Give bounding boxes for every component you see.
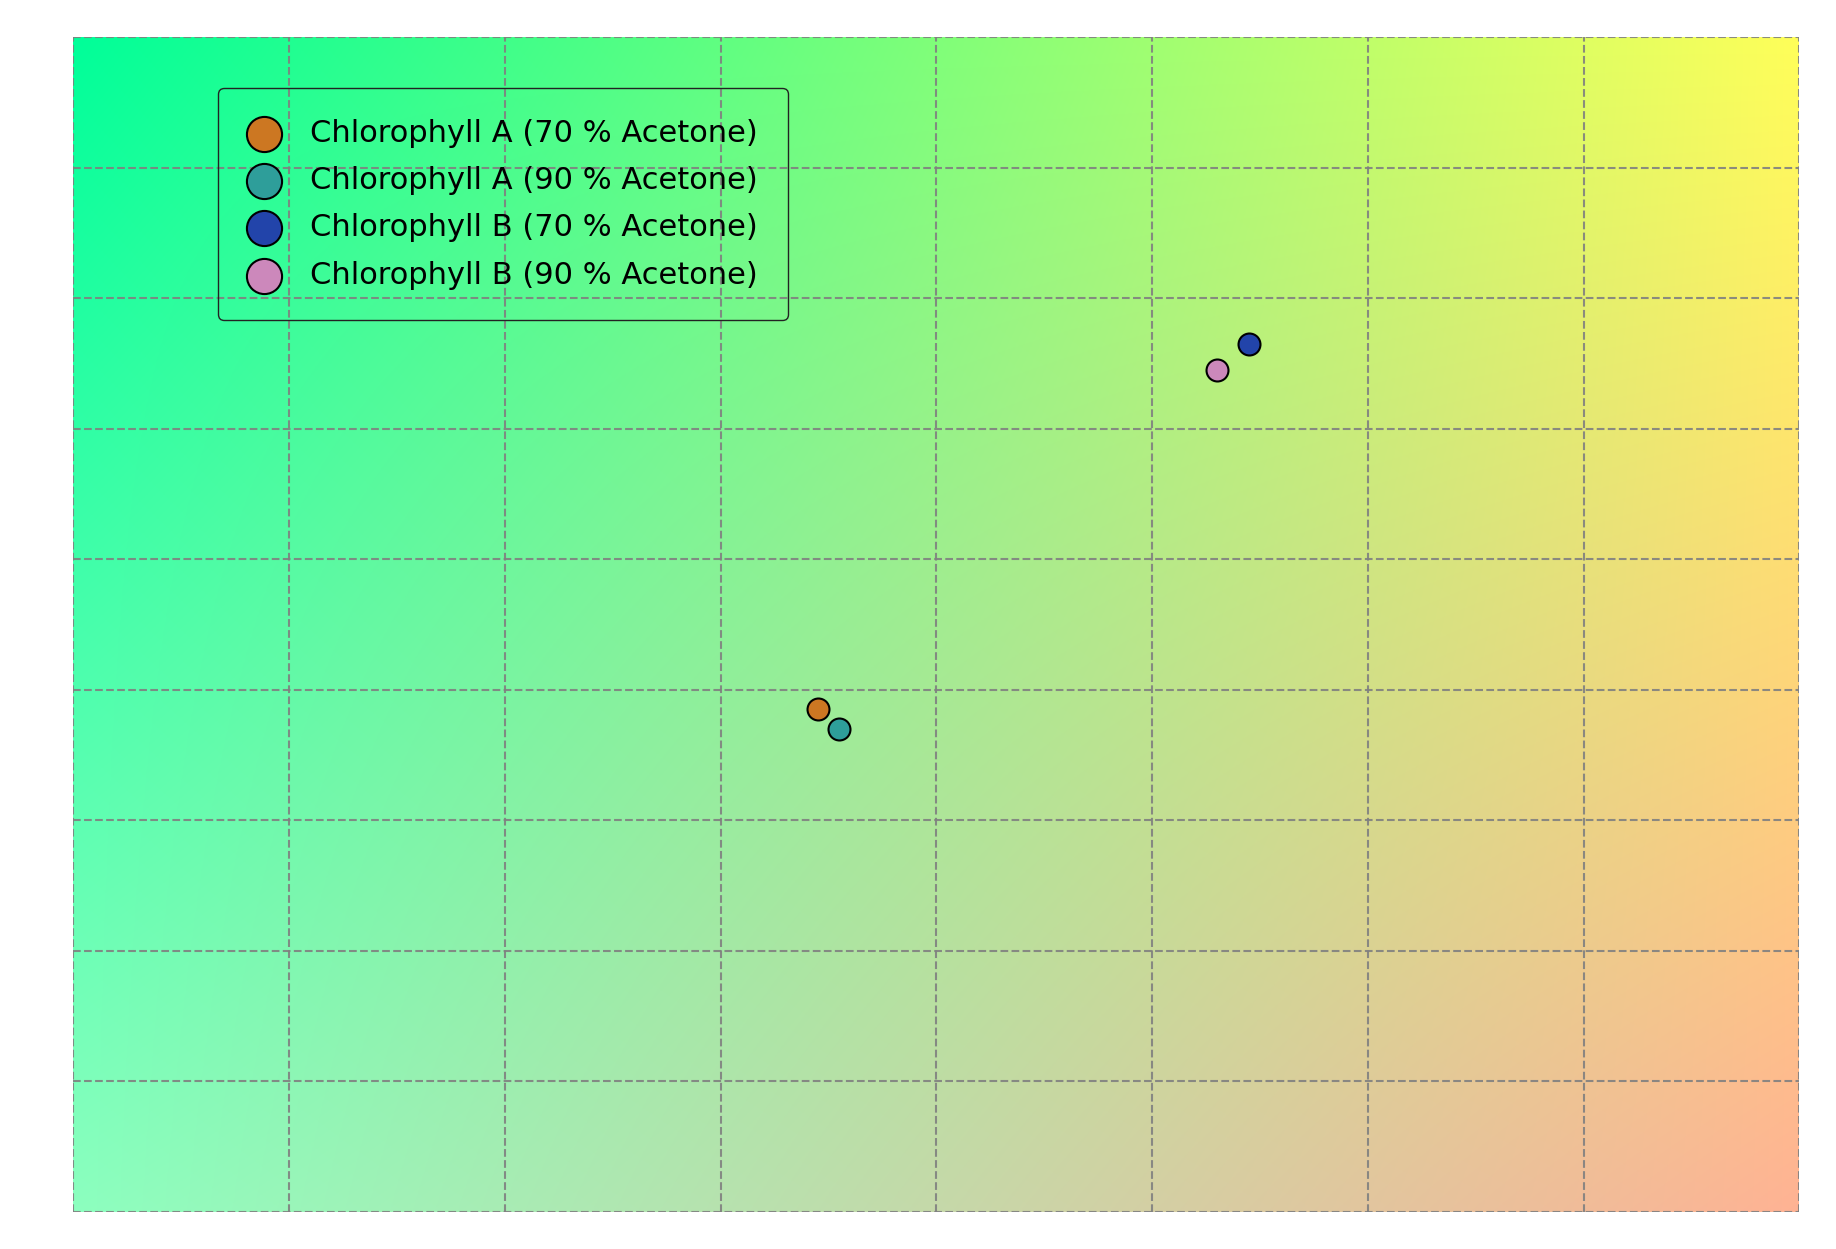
Chlorophyll A (90 % Acetone) — [824, 719, 854, 739]
Chlorophyll A (70 % Acetone) — [802, 699, 832, 719]
Chlorophyll B (70 % Acetone) — [1234, 333, 1263, 353]
Chlorophyll B (90 % Acetone) — [1203, 360, 1232, 380]
Legend: Chlorophyll A (70 % Acetone), Chlorophyll A (90 % Acetone), Chlorophyll B (70 % : Chlorophyll A (70 % Acetone), Chlorophyl… — [218, 87, 788, 320]
